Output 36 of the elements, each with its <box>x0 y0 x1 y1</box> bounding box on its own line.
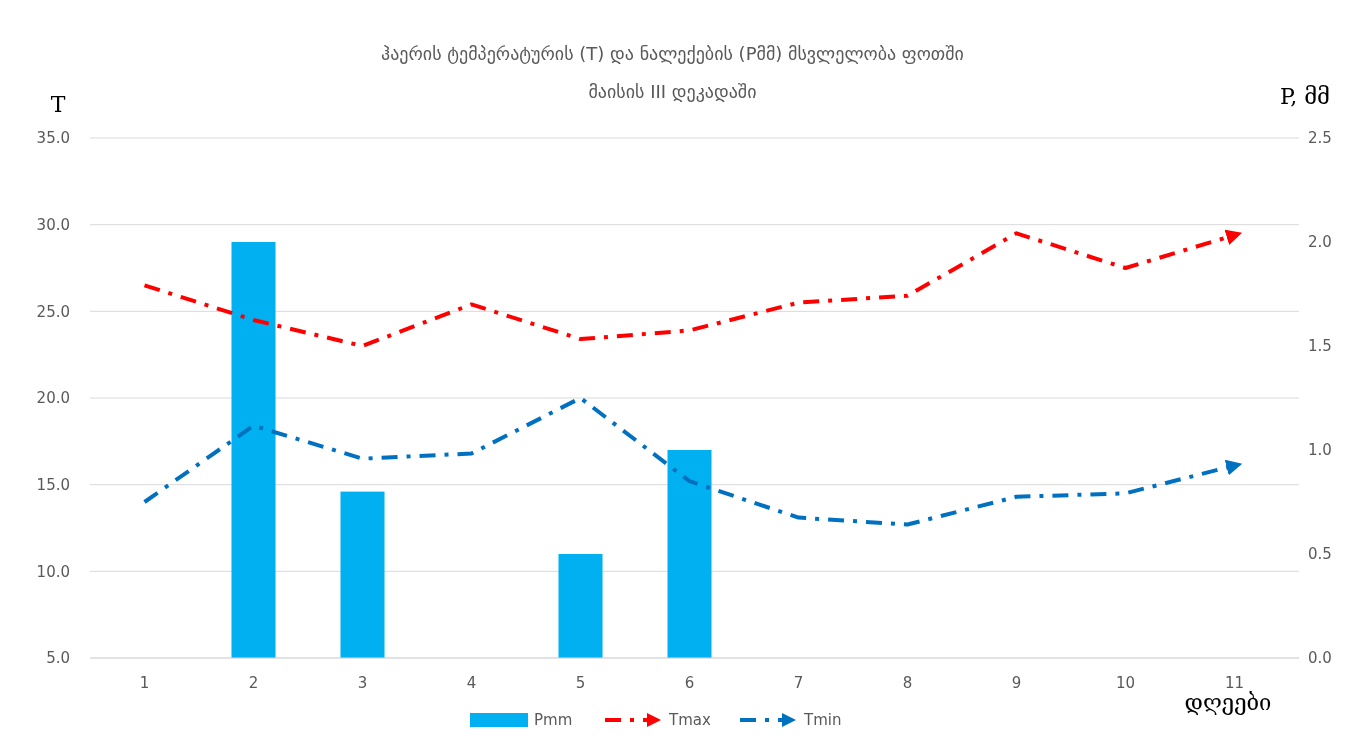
x-tick-label: 8 <box>902 674 913 692</box>
x-tick-label: 5 <box>575 674 586 692</box>
chart-subtitle: მაისის III დეკადაში <box>588 81 757 102</box>
x-tick-label: 3 <box>357 674 368 692</box>
x-tick-label: 6 <box>684 674 695 692</box>
bar <box>667 450 712 658</box>
y2-tick-label: 2.0 <box>1308 233 1332 252</box>
legend-label: Pmm <box>534 711 573 730</box>
y-tick-label: 5.0 <box>46 649 70 668</box>
legend-label: Tmin <box>803 711 842 730</box>
y-tick-label: 30.0 <box>36 215 70 234</box>
x-tick-label: 2 <box>248 674 259 692</box>
x-axis-title: დღეები <box>1184 690 1272 715</box>
x-tick-label: 9 <box>1011 674 1022 692</box>
y2-tick-label: 0.5 <box>1308 545 1332 564</box>
y-tick-label: 20.0 <box>36 389 70 408</box>
y2-tick-label: 2.5 <box>1308 129 1332 148</box>
y2-tick-label: 0.0 <box>1308 649 1332 668</box>
x-tick-label: 4 <box>466 674 477 692</box>
y-tick-label: 25.0 <box>36 302 70 321</box>
bar <box>231 242 276 658</box>
legend-label: Tmax <box>668 711 711 730</box>
x-tick-label: 7 <box>793 674 804 692</box>
x-tick-label: 1 <box>139 674 150 692</box>
bar <box>340 491 385 658</box>
x-tick-label: 11 <box>1224 674 1245 692</box>
x-tick-label: 10 <box>1115 674 1136 692</box>
y-axis-title: T <box>50 92 66 117</box>
y2-axis-title: P, მმ <box>1279 84 1330 109</box>
chart-title: ჰაერის ტემპერატურის (T) და ნალექების (Pმმ) მსვლელობა ფოთში <box>381 43 964 64</box>
y2-tick-label: 1.0 <box>1308 441 1332 460</box>
y-tick-label: 35.0 <box>36 129 70 148</box>
y-tick-label: 15.0 <box>36 475 70 494</box>
bar <box>558 554 603 658</box>
y-tick-label: 10.0 <box>36 562 70 581</box>
y2-tick-label: 1.5 <box>1308 337 1332 356</box>
